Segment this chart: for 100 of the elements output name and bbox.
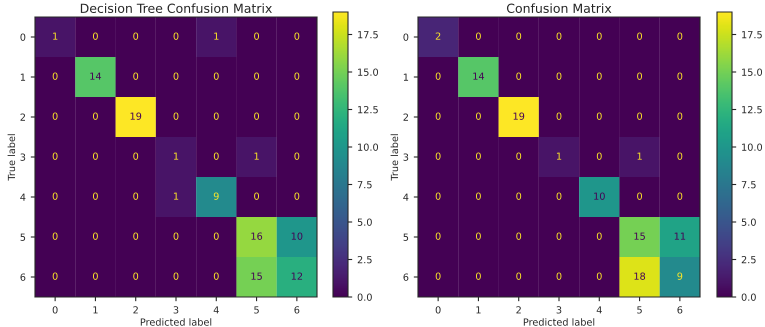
- data-label: 0: [516, 32, 522, 40]
- y-tick-label: 6: [20, 273, 26, 281]
- data-label: 0: [294, 152, 300, 160]
- data-label: 0: [556, 272, 562, 280]
- data-label: 0: [556, 112, 562, 120]
- data-label: 0: [476, 32, 481, 40]
- data-label: 1: [53, 32, 58, 40]
- data-label: 0: [174, 232, 178, 240]
- data-label: 0: [436, 192, 441, 200]
- data-label: 0: [476, 192, 481, 200]
- y-tick-label: 4: [20, 194, 26, 201]
- data-label: 1: [556, 152, 562, 160]
- data-label: 0: [174, 272, 178, 280]
- data-label: 0: [52, 232, 58, 240]
- y-tick-label: 5: [404, 234, 408, 241]
- data-label: 14: [90, 72, 102, 80]
- data-label: 0: [52, 72, 58, 80]
- color-bar-label: 5.0: [742, 218, 756, 226]
- x-tick-label: 1: [476, 306, 481, 314]
- data-label: 0: [133, 72, 138, 80]
- data-label: 14: [473, 72, 484, 80]
- data-label: 0: [133, 232, 138, 240]
- data-label: 1: [638, 152, 642, 160]
- color-bar-label: 17.5: [742, 31, 762, 38]
- data-label: 0: [556, 32, 562, 40]
- color-bar-label: 10.0: [358, 143, 378, 151]
- y-axis-title: True label: [8, 134, 16, 181]
- data-label: 0: [52, 192, 58, 200]
- data-label: 0: [476, 272, 481, 280]
- chart-title: Decision Tree Confusion Matrix: [80, 3, 272, 14]
- data-label: 0: [254, 112, 260, 120]
- y-tick-label: 1: [404, 74, 408, 81]
- data-label: 1: [214, 32, 218, 40]
- color-bar-label: 2.5: [742, 256, 756, 264]
- data-label: 19: [514, 112, 524, 120]
- data-label: 16: [251, 232, 262, 240]
- data-label: 0: [133, 152, 138, 160]
- data-label: 0: [476, 152, 481, 160]
- data-label: 10: [594, 192, 605, 200]
- data-label: 0: [436, 112, 441, 120]
- data-label: 0: [214, 152, 219, 160]
- x-tick-label: 2: [133, 306, 138, 314]
- data-label: 0: [596, 112, 602, 120]
- color-bar-label: 17.5: [358, 31, 378, 38]
- data-label: 0: [677, 72, 682, 80]
- data-label: 0: [133, 272, 138, 280]
- data-label: 12: [292, 272, 302, 280]
- x-tick-label: 3: [174, 306, 178, 314]
- data-label: 0: [254, 192, 260, 200]
- data-label: 0: [214, 232, 219, 240]
- data-label: 0: [294, 32, 300, 40]
- x-tick-label: 4: [214, 306, 219, 314]
- data-label: 0: [476, 232, 481, 240]
- y-tick-label: 2: [20, 113, 25, 121]
- data-label: 0: [294, 192, 300, 200]
- color-bar-label: 7.5: [742, 181, 756, 188]
- x-tick-label: 4: [596, 306, 602, 314]
- data-label: 0: [516, 272, 522, 280]
- y-tick-label: 3: [404, 153, 408, 161]
- y-tick-label: 5: [20, 234, 26, 241]
- data-label: 0: [52, 152, 58, 160]
- data-label: 15: [251, 272, 262, 280]
- color-bar-label: 2.5: [358, 256, 372, 264]
- data-label: 15: [634, 232, 645, 240]
- data-label: 0: [92, 272, 98, 280]
- y-tick-label: 2: [404, 113, 408, 121]
- color-bar-label: 15.0: [358, 68, 378, 76]
- data-label: 0: [516, 192, 522, 200]
- data-label: 0: [637, 112, 642, 120]
- data-label: 19: [130, 112, 142, 120]
- data-label: 1: [174, 192, 178, 200]
- x-tick-label: 1: [93, 306, 98, 314]
- data-label: 0: [556, 192, 562, 200]
- data-label: 0: [677, 32, 682, 40]
- data-label: 0: [596, 272, 602, 280]
- data-label: 0: [294, 112, 300, 120]
- data-label: 0: [133, 192, 138, 200]
- data-label: 0: [436, 72, 441, 80]
- y-tick-label: 0: [403, 33, 408, 41]
- data-label: 9: [677, 272, 682, 280]
- y-tick-label: 1: [20, 74, 26, 81]
- data-label: 1: [254, 152, 259, 160]
- data-label: 0: [596, 232, 602, 240]
- x-tick-label: 0: [436, 306, 441, 314]
- color-bar-label: 7.5: [358, 181, 372, 188]
- data-label: 0: [476, 112, 481, 120]
- data-label: 0: [516, 152, 522, 160]
- data-label: 9: [214, 192, 219, 200]
- color-bar-label: 0.0: [742, 293, 756, 301]
- x-tick-label: 3: [556, 306, 562, 314]
- x-axis-title: Predicted label: [524, 318, 594, 326]
- data-label: 2: [436, 32, 440, 40]
- x-axis-title: Predicted label: [140, 318, 212, 326]
- y-tick-label: 3: [20, 153, 26, 161]
- x-tick-label: 5: [637, 306, 642, 314]
- y-tick-label: 0: [20, 33, 26, 41]
- color-bar-label: 0.0: [358, 293, 372, 301]
- data-label: 0: [556, 232, 562, 240]
- data-label: 0: [436, 272, 441, 280]
- data-label: 0: [677, 112, 682, 120]
